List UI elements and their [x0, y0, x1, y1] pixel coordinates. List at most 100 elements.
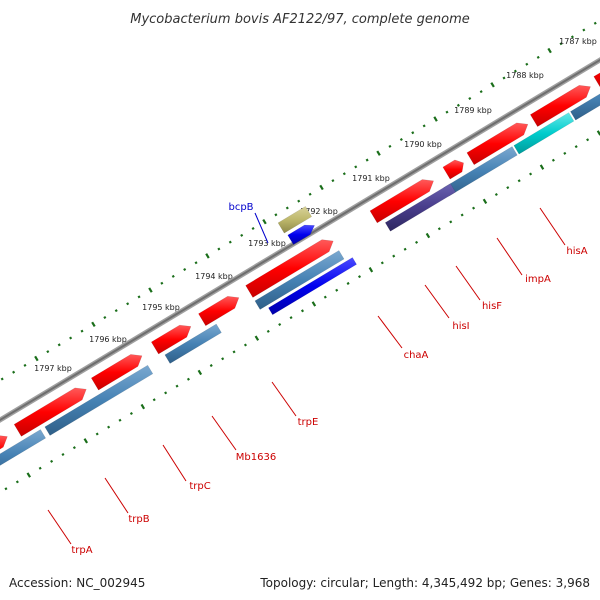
tick-label: 1790 kbp	[404, 140, 442, 149]
inner-tick-mark	[506, 186, 510, 190]
inner-tick-mark	[15, 480, 19, 484]
cds-forward	[369, 179, 434, 224]
outer-tick-mark	[342, 172, 346, 176]
outer-tick-mark	[490, 82, 495, 88]
outer-tick-mark	[513, 69, 517, 73]
gene-label-leader	[377, 315, 403, 349]
inner-tick-mark	[551, 158, 555, 162]
outer-tick-mark	[319, 184, 324, 191]
tick-label: 1787 kbp	[559, 37, 597, 46]
genome-summary-text: Topology: circular; Length: 4,345,492 bp…	[259, 576, 590, 590]
outer-tick-mark	[262, 218, 267, 225]
outer-tick-mark	[285, 206, 289, 210]
inner-tick-mark	[209, 364, 213, 368]
outer-tick-mark	[445, 110, 449, 114]
cds-forward	[90, 354, 143, 391]
trpE-blue-gene	[268, 257, 357, 316]
inner-tick-mark	[152, 398, 156, 402]
outer-tick-mark	[137, 295, 141, 299]
inner-tick-mark	[118, 418, 122, 422]
outer-tick-mark	[456, 103, 460, 107]
inner-tick-mark	[358, 275, 362, 279]
inner-tick-mark	[266, 329, 270, 333]
inner-tick-mark	[221, 357, 225, 361]
tick-label: 1789 kbp	[454, 106, 492, 115]
map-title: Mycobacterium bovis AF2122/97, complete …	[130, 12, 469, 27]
gene-label: Mb1636	[236, 452, 276, 463]
inner-tick-mark	[574, 145, 578, 149]
inner-tick-mark	[61, 453, 65, 457]
inner-tick-mark	[346, 281, 350, 285]
backbone-layer	[0, 57, 600, 423]
inner-tick-mark	[586, 138, 590, 142]
inner-tick-mark	[323, 295, 327, 299]
inner-tick-mark	[175, 384, 179, 388]
inner-tick-mark	[311, 301, 317, 307]
bcpB-khaki-gene	[277, 206, 313, 234]
inner-tick-mark	[186, 377, 190, 381]
outer-tick-mark	[23, 363, 27, 367]
gene-label-leader	[211, 415, 237, 451]
inner-tick-mark	[482, 198, 488, 205]
inner-tick-mark	[140, 403, 146, 410]
gene-label: trpC	[189, 481, 210, 492]
backbone-line	[0, 57, 600, 423]
inner-tick-mark	[460, 213, 464, 217]
inner-tick-mark	[392, 254, 396, 258]
outer-tick-mark	[388, 144, 392, 148]
outer-tick-mark	[354, 165, 358, 169]
inner-tick-mark	[517, 179, 521, 183]
gene-label-leader	[455, 265, 481, 301]
outer-tick-mark	[217, 247, 221, 251]
cds-forward	[198, 295, 240, 327]
chaA-gene	[384, 183, 456, 232]
inner-tick-mark	[26, 472, 32, 478]
inner-tick-mark	[425, 232, 431, 239]
outer-tick-mark	[525, 62, 529, 66]
inner-tick-mark	[278, 322, 282, 327]
outer-tick-mark	[479, 90, 483, 94]
inner-tick-mark	[539, 164, 545, 170]
gene-label-leader	[254, 212, 269, 244]
impA-gene	[513, 112, 575, 155]
outer-tick-mark	[468, 96, 472, 100]
cds-forward	[529, 85, 591, 127]
outer-tick-mark	[12, 370, 16, 374]
cds-forward	[150, 324, 192, 355]
inner-tick-mark	[380, 261, 384, 265]
outer-tick-mark	[148, 287, 153, 293]
tick-label: 1794 kbp	[195, 272, 233, 281]
gene-label: hisF	[482, 301, 502, 312]
inner-tick-mark	[494, 192, 498, 196]
gene-label: trpE	[298, 417, 319, 428]
gene-label-leader	[496, 237, 523, 276]
outer-tick-mark	[57, 343, 61, 347]
tick-label: 1792 kbp	[300, 207, 338, 216]
cds-forward	[245, 239, 334, 298]
outer-tick-mark	[46, 350, 50, 354]
outer-tick-mark	[251, 226, 255, 231]
inner-tick-mark	[83, 438, 89, 444]
gene-label: trpA	[71, 545, 92, 556]
backbone-line-core	[0, 58, 600, 422]
tick-label: 1796 kbp	[89, 335, 127, 344]
gene-label-leader	[424, 284, 450, 319]
outer-tick-mark	[114, 309, 118, 313]
outer-tick-mark	[80, 329, 84, 333]
cds-reverse	[164, 323, 222, 364]
gene-label-leader	[162, 444, 187, 482]
gene-label: hisA	[566, 246, 587, 257]
outer-tick-mark	[297, 199, 301, 203]
inner-tick-mark	[107, 425, 111, 429]
outer-tick-mark	[536, 55, 540, 59]
outer-tick-mark	[593, 21, 597, 25]
inner-tick-mark	[232, 350, 236, 354]
tick-label: 1791 kbp	[352, 174, 390, 183]
cds-forward	[0, 435, 8, 450]
inner-tick-mark	[529, 172, 533, 176]
cds-reverse	[570, 93, 600, 121]
outer-tick-mark	[502, 76, 506, 80]
gene-labels-layer: bcpB hisA impA hisF hisI chaA trpE Mb1636 trpC tr…	[47, 202, 588, 556]
outer-tick-mark	[69, 336, 73, 340]
